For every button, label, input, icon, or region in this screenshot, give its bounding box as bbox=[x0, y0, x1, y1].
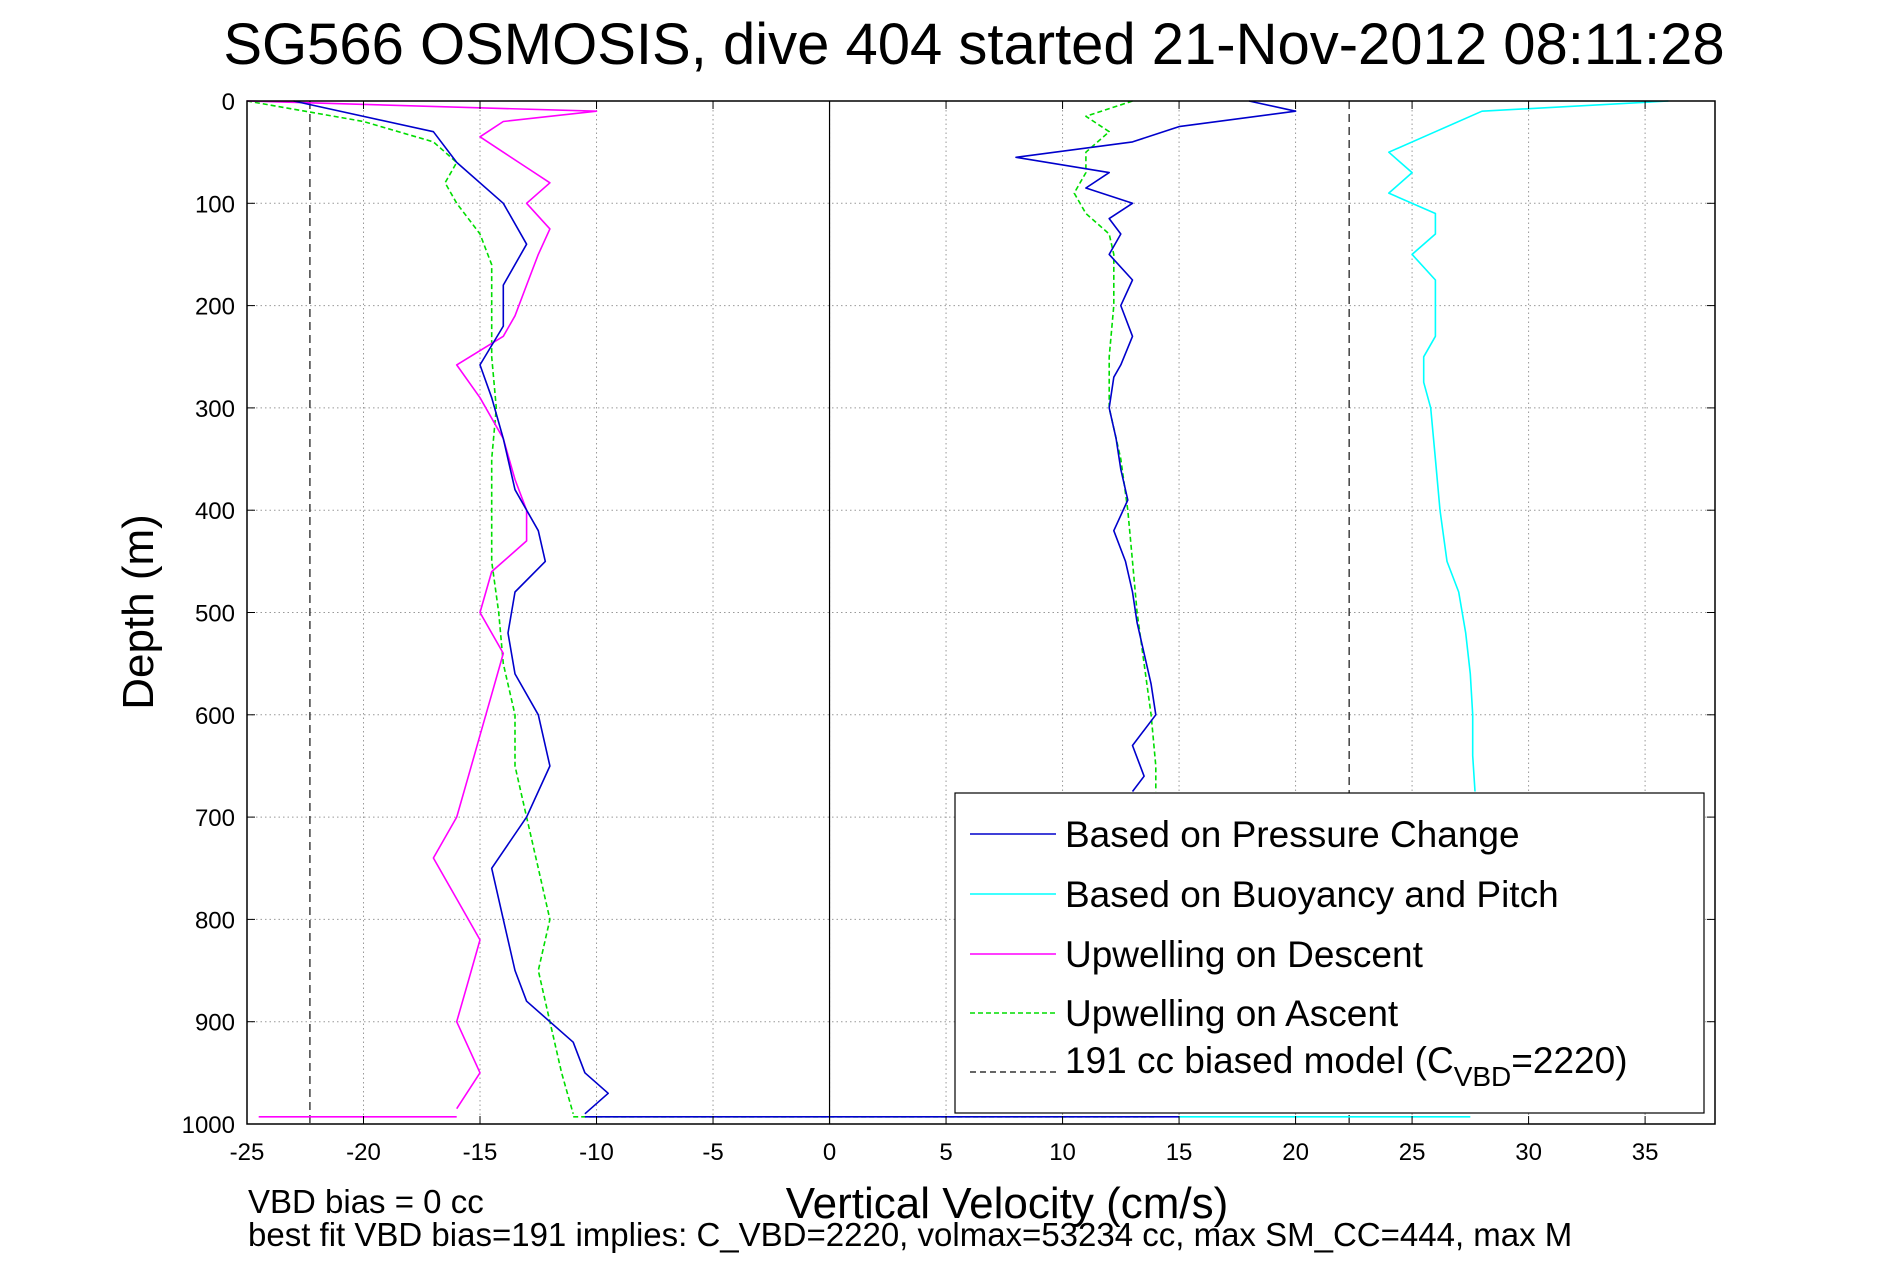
legend-label-model: 191 cc biased model (CVBD=2220) bbox=[1065, 1040, 1628, 1092]
x-tick-label: -5 bbox=[702, 1139, 723, 1166]
y-axis-ticks: 0 100 200 300 400 500 600 700 800 900 1000 bbox=[182, 89, 1715, 1139]
x-tick-label: 0 bbox=[823, 1139, 836, 1166]
y-tick-label: 700 bbox=[195, 805, 235, 832]
x-tick-label: -25 bbox=[230, 1139, 265, 1166]
footer-vbd-bias: VBD bias = 0 cc bbox=[248, 1183, 484, 1220]
legend-label-model-subscript: VBD bbox=[1454, 1061, 1512, 1092]
x-tick-label: -15 bbox=[463, 1139, 498, 1166]
data-series bbox=[246, 100, 1669, 1118]
y-tick-label: 500 bbox=[195, 601, 235, 628]
legend-label-buoyancy: Based on Buoyancy and Pitch bbox=[1065, 874, 1559, 915]
series-line-upwelling-on-descent bbox=[246, 100, 598, 1110]
series-line-based-on-pressure-change bbox=[293, 100, 610, 1115]
y-tick-label: 300 bbox=[195, 396, 235, 423]
chart-title: SG566 OSMOSIS, dive 404 started 21-Nov-2… bbox=[223, 12, 1724, 77]
y-tick-label: 600 bbox=[195, 703, 235, 730]
x-tick-label: 35 bbox=[1632, 1139, 1659, 1166]
x-axis-ticks: -25 -20 -15 -10 -5 0 5 10 15 20 25 30 35 bbox=[230, 101, 1659, 1166]
y-tick-label: 900 bbox=[195, 1010, 235, 1037]
x-tick-label: -20 bbox=[346, 1139, 381, 1166]
x-tick-label: 30 bbox=[1515, 1139, 1542, 1166]
legend-label-descent: Upwelling on Descent bbox=[1065, 934, 1424, 975]
x-tick-label: 25 bbox=[1399, 1139, 1426, 1166]
series-line-based-on-buoyancy-and-pitch bbox=[1388, 100, 1669, 792]
legend-label-model-suffix: =2220) bbox=[1511, 1040, 1627, 1081]
x-axis-label: Vertical Velocity (cm/s) bbox=[786, 1179, 1229, 1228]
legend-label-model-main: 191 cc biased model (C bbox=[1065, 1040, 1454, 1081]
x-tick-label: -10 bbox=[579, 1139, 614, 1166]
y-axis-label: Depth (m) bbox=[114, 514, 163, 710]
y-tick-label: 200 bbox=[195, 294, 235, 321]
legend: Based on Pressure Change Based on Buoyan… bbox=[954, 792, 1705, 1114]
y-tick-label: 1000 bbox=[182, 1112, 235, 1139]
x-tick-label: 5 bbox=[939, 1139, 952, 1166]
y-tick-label: 0 bbox=[222, 89, 235, 116]
series-line-based-on-pressure-change bbox=[1015, 100, 1297, 792]
legend-label-ascent: Upwelling on Ascent bbox=[1065, 993, 1399, 1034]
y-tick-label: 400 bbox=[195, 498, 235, 525]
legend-label-pressure: Based on Pressure Change bbox=[1065, 814, 1520, 855]
footer-best-fit: best fit VBD bias=191 implies: C_VBD=222… bbox=[248, 1216, 1572, 1253]
series-line-upwelling-on-ascent bbox=[1073, 100, 1157, 792]
x-tick-label: 15 bbox=[1166, 1139, 1193, 1166]
x-tick-label: 10 bbox=[1049, 1139, 1076, 1166]
y-tick-label: 100 bbox=[195, 191, 235, 218]
legend-box bbox=[954, 792, 1705, 1114]
x-tick-label: 20 bbox=[1282, 1139, 1309, 1166]
y-tick-label: 800 bbox=[195, 907, 235, 934]
series-line-upwelling-on-ascent bbox=[246, 100, 574, 1115]
